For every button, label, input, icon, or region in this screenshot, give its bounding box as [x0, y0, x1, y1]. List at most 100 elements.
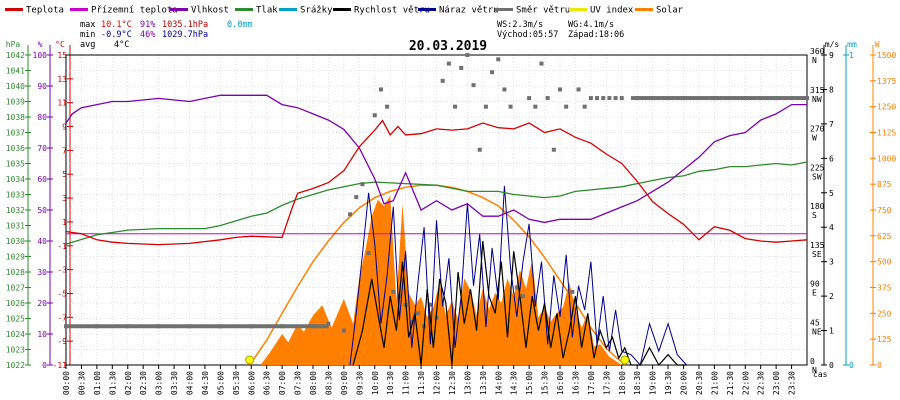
temp-tick: 9 — [62, 123, 67, 132]
x-tick-label: 11:30 — [417, 371, 426, 395]
pct-tick: 100 — [33, 51, 48, 60]
legend-swatch — [495, 8, 513, 11]
series-wind-direction-point — [613, 96, 618, 101]
legend-label: UV index — [590, 6, 634, 16]
w-tick: 1125 — [877, 129, 896, 138]
hpa-tick: 1038 — [6, 113, 25, 122]
series-wind-direction-point — [471, 83, 476, 88]
temp-tick: -9 — [57, 337, 67, 346]
dir-tick-label: N — [812, 366, 817, 375]
series-temperature — [65, 119, 808, 246]
pct-tick: 0 — [42, 361, 47, 370]
dir-tick-label: NE — [812, 327, 822, 336]
temp-unit: °C — [55, 40, 65, 49]
x-tick-label: 22:30 — [757, 371, 766, 395]
w-tick: 1375 — [877, 77, 896, 86]
x-tick-label: 16:00 — [556, 371, 565, 395]
w-tick: 375 — [877, 284, 892, 293]
mm-tick: 1 — [849, 51, 854, 60]
stats-wg: WG:4.1m/s — [568, 20, 614, 30]
dir-tick-degrees: 225 — [810, 163, 825, 172]
pct-tick: 50 — [37, 206, 47, 215]
ms-tick: 7 — [829, 120, 834, 129]
stats-ws: WS:2.3m/s — [497, 20, 543, 30]
temp-tick: 11 — [57, 99, 67, 108]
hpa-tick: 1033 — [6, 191, 25, 200]
dir-tick-label: W — [812, 134, 817, 143]
temp-tick: 7 — [62, 146, 67, 155]
x-tick-label: 19:30 — [664, 371, 673, 395]
pct-tick: 80 — [37, 113, 47, 122]
temp-tick: 3 — [62, 194, 67, 203]
hpa-tick: 1034 — [6, 175, 25, 184]
hpa-tick: 1024 — [6, 330, 25, 339]
pct-tick: 90 — [37, 82, 47, 91]
series-wind-direction-point — [570, 289, 575, 294]
x-tick-label: 21:30 — [726, 371, 735, 395]
x-tick-label: 23:00 — [772, 371, 781, 395]
hpa-tick: 1041 — [6, 67, 25, 76]
x-tick-label: 21:00 — [710, 371, 719, 395]
dir-tick-label: SW — [812, 172, 822, 181]
stats-max-rain: 0.0mm — [227, 20, 253, 30]
stats-min-hum: 46% — [140, 30, 155, 40]
ms-tick: 6 — [829, 154, 834, 163]
series-wind-direction-point — [428, 302, 433, 307]
series-wind-direction-point — [360, 182, 365, 187]
legend-swatch — [70, 8, 88, 11]
x-tick-label: 12:00 — [433, 371, 442, 395]
series-wind-direction-point — [558, 87, 562, 92]
series-wind-direction-point — [582, 104, 587, 109]
x-tick-label: 20:00 — [680, 371, 689, 395]
pct-tick: 20 — [37, 299, 47, 308]
dir-tick-degrees: 90 — [810, 280, 820, 289]
stats-max-temp: 10.1°C — [101, 20, 132, 30]
series-wind-direction-point — [490, 70, 495, 75]
series-wind-direction-point — [502, 87, 507, 92]
legend-label: Náraz větru — [439, 6, 499, 16]
series-wind-direction-point — [545, 96, 550, 101]
x-tick-label: 14:30 — [510, 371, 519, 395]
x-tick-label: 02:00 — [124, 371, 133, 395]
dir-tick-degrees: 360 — [810, 47, 825, 56]
series-wind-direction-point — [378, 87, 383, 92]
legend-label: Rychlost větru — [354, 6, 430, 16]
series-wind-direction-point — [366, 251, 371, 256]
hpa-tick: 1025 — [6, 315, 25, 324]
legend: Teplota Přízemní teplota Vlhkost Tlak Srážky… — [5, 6, 684, 16]
w-tick: 1250 — [877, 103, 896, 112]
w-tick: 500 — [877, 258, 892, 267]
series-wind-direction-band — [66, 324, 329, 329]
ms-tick: 3 — [829, 258, 834, 267]
pct-unit: % — [38, 40, 43, 49]
series-wind-direction-point — [576, 87, 581, 92]
x-tick-label: 20:30 — [695, 371, 704, 395]
dir-tick-label: SE — [812, 250, 822, 259]
legend-label: Přízemní teplota — [91, 6, 178, 16]
series-wind-direction-point — [607, 96, 612, 101]
dir-tick-degrees: 270 — [810, 125, 825, 134]
hpa-tick: 1042 — [6, 51, 25, 60]
w-tick: 750 — [877, 206, 892, 215]
x-tick-label: 10:30 — [386, 371, 395, 395]
x-tick-label: 09:30 — [355, 371, 364, 395]
series-wind-direction-point — [326, 321, 331, 326]
sun-marker-sunrise — [245, 355, 255, 365]
series-wind-direction-point — [514, 285, 519, 290]
w-tick: 875 — [877, 180, 892, 189]
stats-avg-label: avg — [80, 40, 95, 50]
legend-swatch — [569, 8, 587, 11]
x-tick-label: 18:30 — [633, 371, 642, 395]
w-tick: 250 — [877, 309, 892, 318]
hpa-tick: 1023 — [6, 346, 25, 355]
series-wind-direction-point — [477, 147, 482, 152]
hpa-tick: 1026 — [6, 299, 25, 308]
x-tick-label: 07:30 — [294, 371, 303, 395]
hpa-tick: 1037 — [6, 129, 25, 138]
mm-tick: 0 — [849, 361, 854, 370]
stats-avg-temp: 4°C — [114, 40, 129, 50]
x-tick-label: 05:00 — [216, 371, 225, 395]
sun-marker-sunset — [620, 355, 630, 365]
